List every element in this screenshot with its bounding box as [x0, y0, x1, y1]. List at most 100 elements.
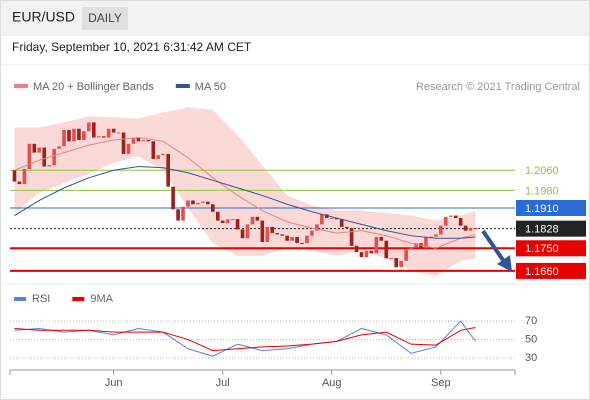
legend-label: RSI: [32, 293, 50, 305]
candle: [349, 228, 354, 246]
candle: [116, 132, 121, 134]
candle: [230, 219, 235, 221]
candle: [171, 186, 175, 210]
candle: [453, 215, 458, 219]
candle: [131, 137, 136, 144]
level-box: [516, 220, 586, 237]
candle: [295, 236, 299, 243]
candle: [429, 236, 433, 238]
level-label: 1.1750: [525, 243, 559, 255]
candle: [473, 228, 478, 230]
period[interactable]: DAILY: [88, 11, 122, 25]
candle: [210, 204, 215, 212]
y-tick-label: 30: [525, 352, 537, 364]
legend-label: MA 50: [195, 81, 226, 93]
candle: [32, 143, 37, 153]
candle: [359, 252, 364, 258]
candle: [384, 240, 389, 259]
level-box: [516, 262, 586, 279]
candle: [201, 201, 205, 203]
candle: [141, 140, 146, 142]
candle: [354, 245, 359, 253]
candle: [161, 153, 166, 156]
level-label: 1.2060: [525, 165, 559, 177]
candle: [106, 128, 111, 138]
candle: [47, 165, 51, 167]
x-tick-label: Jul: [216, 377, 230, 389]
candle: [91, 122, 96, 138]
candle: [96, 136, 101, 138]
candle: [121, 132, 126, 154]
candle: [424, 236, 428, 249]
candle: [245, 224, 250, 239]
candle: [448, 215, 453, 217]
candle: [414, 243, 418, 248]
candle: [136, 137, 141, 142]
timestamp: Friday, September 10, 2021 6:31:42 AM CE…: [12, 40, 252, 54]
candle: [265, 226, 270, 242]
symbol: EUR/USD: [12, 9, 75, 25]
candle: [280, 234, 284, 236]
period-badge[interactable]: [82, 7, 128, 30]
candle: [379, 236, 384, 241]
candle: [324, 214, 329, 219]
candle: [463, 225, 468, 231]
candle: [374, 236, 379, 254]
candle: [186, 200, 190, 207]
x-tick-label: Sep: [431, 377, 451, 389]
level-box: [516, 240, 586, 257]
candle: [344, 226, 349, 229]
candle: [255, 216, 260, 221]
candle: [82, 131, 86, 141]
candle: [67, 129, 71, 142]
candle: [310, 230, 314, 236]
candle: [315, 224, 319, 231]
candle: [225, 219, 230, 224]
level-label: 1.1660: [525, 266, 559, 278]
forecast-arrow: [481, 229, 507, 265]
legend-swatch: [72, 297, 85, 301]
ma20-line: [14, 137, 476, 249]
level-label: 1.1980: [525, 185, 559, 197]
candle: [12, 170, 17, 182]
candle: [181, 206, 185, 221]
x-tick-label: Jun: [105, 377, 123, 389]
candle: [27, 143, 32, 169]
candle: [394, 258, 399, 268]
rsi-line: [14, 320, 476, 357]
candle: [166, 153, 170, 187]
candle: [126, 143, 131, 154]
y-tick-label: 70: [525, 315, 537, 327]
candle: [468, 228, 473, 231]
candle: [17, 181, 22, 185]
legend-swatch: [175, 84, 190, 88]
candle: [22, 168, 27, 185]
candle: [42, 147, 47, 167]
credit: Research © 2021 Trading Central: [416, 81, 580, 93]
rsi-line: [14, 327, 476, 352]
legend-swatch: [14, 84, 28, 88]
candle: [146, 140, 151, 142]
candle: [87, 122, 91, 132]
candle: [399, 260, 403, 268]
ma50-line: [14, 165, 476, 239]
candle: [329, 217, 334, 219]
candle: [196, 202, 200, 205]
candle: [434, 234, 438, 237]
candle: [176, 209, 180, 221]
candle: [290, 236, 294, 241]
candle: [404, 249, 408, 261]
candle: [37, 147, 42, 153]
candle: [300, 242, 304, 244]
candle: [101, 136, 106, 138]
candle: [77, 128, 81, 141]
forecast-arrowhead: [497, 255, 512, 272]
x-tick-label: Aug: [322, 377, 342, 389]
candle: [52, 148, 56, 166]
candle: [250, 216, 255, 225]
candle: [320, 214, 324, 225]
level-label: 1.1910: [525, 203, 559, 215]
candle: [339, 219, 344, 227]
candle: [62, 129, 66, 147]
level-box: [516, 200, 586, 217]
